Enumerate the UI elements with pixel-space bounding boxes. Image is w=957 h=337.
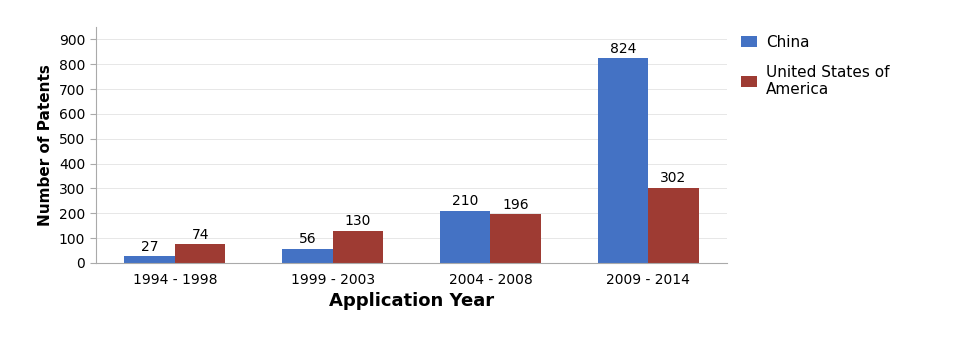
Text: 27: 27	[141, 240, 159, 254]
Legend: China, United States of
America: China, United States of America	[742, 35, 889, 97]
Text: 130: 130	[345, 214, 371, 228]
Text: 74: 74	[191, 228, 209, 242]
Bar	[440, 211, 490, 263]
Bar	[175, 244, 225, 263]
Y-axis label: Number of Patents: Number of Patents	[38, 64, 54, 226]
Bar	[333, 231, 383, 263]
Text: 196: 196	[502, 198, 529, 212]
Text: 302: 302	[660, 172, 686, 185]
Bar	[648, 188, 699, 263]
Text: 56: 56	[299, 233, 316, 246]
Bar	[598, 58, 648, 263]
Text: 210: 210	[452, 194, 478, 208]
Bar	[124, 256, 175, 263]
Bar	[490, 214, 541, 263]
Text: 824: 824	[610, 42, 636, 56]
X-axis label: Application Year: Application Year	[329, 292, 494, 310]
Bar	[282, 249, 333, 263]
